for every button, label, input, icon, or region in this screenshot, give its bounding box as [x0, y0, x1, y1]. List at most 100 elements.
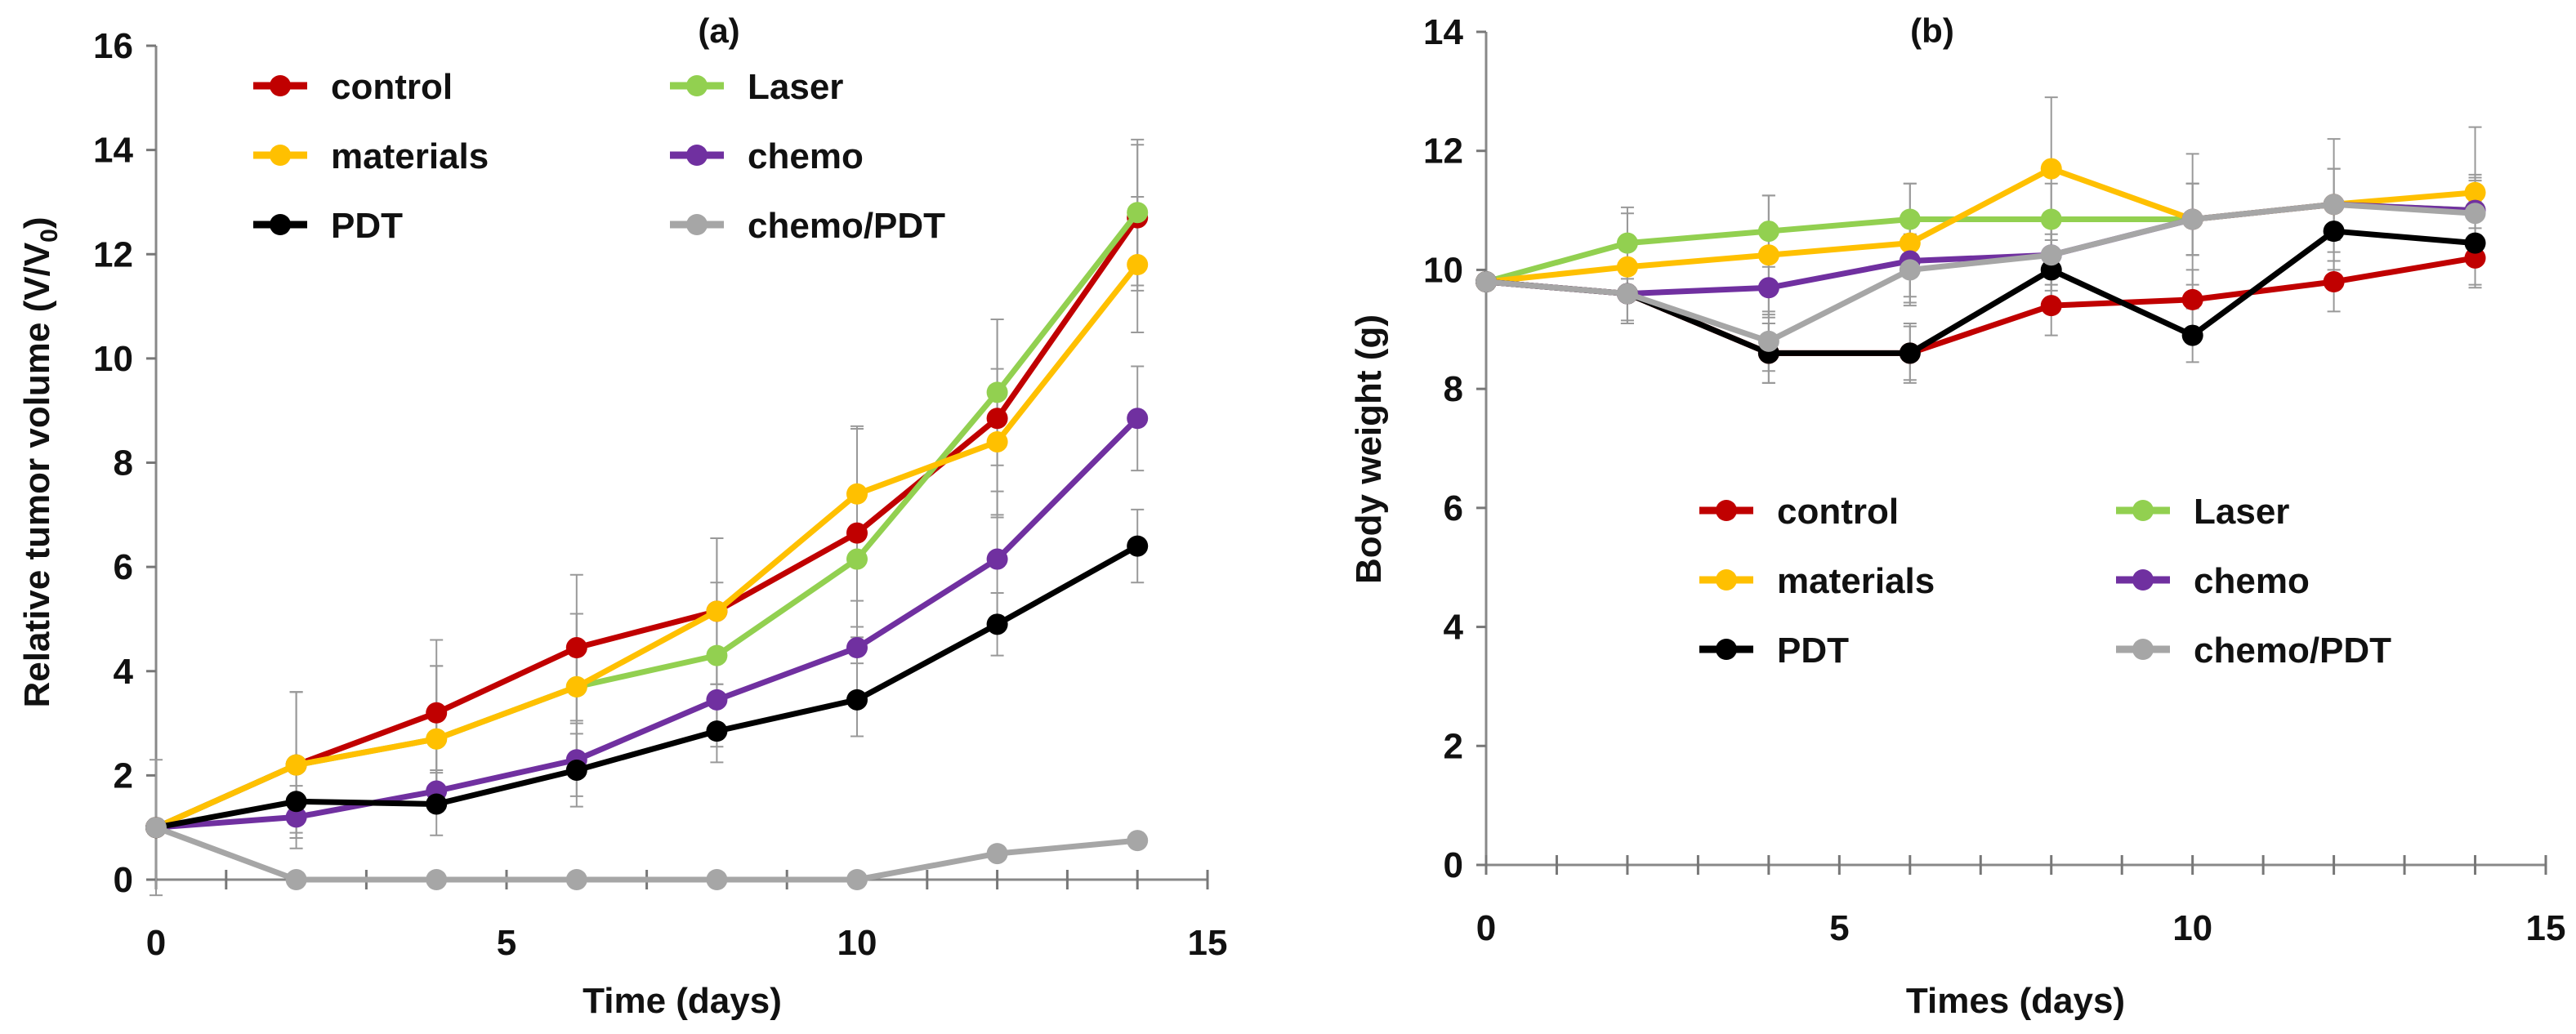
chart-a-tumor-volume: (a) Time (days) Relative tumor volume (V… — [17, 11, 1227, 1021]
chart-a-legend-marker-laser — [686, 75, 708, 96]
chart-b-legend-label-materials: materials — [1777, 561, 1935, 601]
chart-b-point-chemo-pdt — [2464, 203, 2486, 225]
chart-b-point-pdt — [2040, 259, 2062, 281]
chart-b-point-chemo-pdt — [1616, 283, 1638, 305]
chart-b-legend-marker-control — [1716, 500, 1737, 521]
chart-a-point-control — [565, 637, 587, 659]
chart-a-legend-label-chemo: chemo — [748, 136, 864, 176]
chart-b-title: (b) — [1910, 11, 1954, 50]
chart-a-legend-label-laser: Laser — [748, 67, 843, 107]
chart-a-line-control — [154, 216, 1141, 831]
chart-a-x-tick-label: 10 — [837, 923, 877, 963]
chart-b-body-weight: (b) Times (days) Body weight (g) 0 5 10 15 0… — [1349, 11, 2565, 1021]
chart-b-ylabel: Body weight (g) — [1349, 314, 1389, 584]
chart-a-point-pdt — [426, 793, 448, 815]
chart-b-y-tick-label: 2 — [1444, 726, 1463, 766]
chart-a-line-pdt — [155, 543, 1139, 831]
chart-a-point-pdt — [846, 689, 868, 711]
chart-a-point-chemo-pdt — [706, 869, 728, 890]
chart-a-point-materials — [565, 675, 587, 698]
chart-b-x-tick-label: 5 — [1829, 908, 1849, 948]
chart-a-point-pdt — [1127, 535, 1149, 557]
chart-b-point-chemo-pdt — [2323, 194, 2345, 216]
chart-b-point-pdt — [2323, 221, 2345, 243]
chart-b-legend-label-laser: Laser — [2194, 492, 2289, 532]
chart-a-y-tick-label: 10 — [93, 339, 133, 379]
chart-b-point-laser — [1757, 221, 1779, 243]
chart-b-legend-marker-chemo — [2132, 569, 2154, 591]
chart-a-point-chemo-pdt — [285, 869, 307, 890]
chart-a-ylabel-end: ) — [17, 216, 57, 229]
chart-b-x-tick-label: 15 — [2526, 908, 2566, 948]
chart-b-y-tick-label: 0 — [1444, 845, 1463, 885]
chart-b-xlabel: Times (days) — [1906, 981, 2125, 1021]
chart-b-point-materials — [1757, 244, 1779, 266]
chart-a-point-control — [846, 522, 868, 544]
chart-b-x-tick-label: 10 — [2172, 908, 2212, 948]
chart-b-point-chemo-pdt — [2181, 208, 2203, 230]
chart-a-ylabel-sub: 0 — [36, 229, 63, 243]
chart-a-point-laser — [986, 381, 1008, 403]
chart-b-point-materials — [2040, 158, 2062, 180]
chart-a-y-tick-label: 12 — [93, 234, 133, 274]
chart-a-point-pdt — [706, 720, 728, 742]
chart-a-point-chemo-pdt — [426, 869, 448, 890]
chart-a-point-pdt — [285, 791, 307, 813]
chart-b-y-tick-label: 10 — [1423, 250, 1463, 290]
chart-a-x-tick-label: 5 — [497, 923, 516, 963]
chart-a-point-chemo-pdt — [145, 817, 167, 839]
chart-a-legend-marker-materials — [270, 145, 291, 166]
chart-a-point-pdt — [565, 759, 587, 781]
chart-a-legend-marker-pdt — [270, 214, 291, 235]
chart-a-legend-label-control: control — [331, 67, 453, 107]
chart-b-point-control — [2040, 295, 2062, 317]
chart-a-point-materials — [706, 600, 728, 622]
chart-b-point-laser — [1616, 232, 1638, 254]
chart-b-point-chemo-pdt — [1899, 259, 1921, 281]
chart-b-y-tick-label: 4 — [1444, 608, 1464, 648]
chart-a-xlabel: Time (days) — [583, 981, 782, 1021]
chart-a-point-laser — [1127, 202, 1149, 224]
chart-b-point-materials — [1899, 232, 1921, 254]
chart-a-point-laser — [846, 548, 868, 570]
chart-b-y-tick-label: 6 — [1444, 488, 1463, 528]
chart-a-y-tick-label: 0 — [114, 860, 133, 900]
chart-a-point-chemo-pdt — [565, 869, 587, 890]
chart-a-point-materials — [285, 754, 307, 776]
chart-b-legend-label-pdt: PDT — [1777, 631, 1849, 671]
chart-a-y-tick-label: 14 — [93, 131, 133, 171]
chart-a-point-chemo — [706, 689, 728, 711]
chart-a-point-materials — [846, 483, 868, 505]
chart-b-point-chemo-pdt — [2040, 244, 2062, 266]
chart-a-line-materials — [154, 262, 1140, 831]
chart-a-legend-label-pdt: PDT — [331, 206, 403, 246]
chart-a-title: (a) — [698, 11, 739, 50]
chart-b-legend-marker-pdt — [1716, 639, 1737, 660]
chart-a-point-chemo-pdt — [986, 843, 1008, 865]
chart-a-point-chemo-pdt — [1127, 830, 1149, 852]
chart-a-line-chemo — [155, 416, 1140, 831]
chart-a-x-tick-label: 15 — [1188, 923, 1228, 963]
chart-b-legend-marker-chemo-pdt — [2132, 639, 2154, 660]
chart-b-legend-label-control: control — [1777, 492, 1899, 532]
chart-a-x-tick-label: 0 — [146, 923, 166, 963]
chart-b-legend-marker-materials — [1716, 569, 1737, 591]
chart-b-x-tick-label: 0 — [1476, 908, 1496, 948]
chart-a-ylabel-main: Relative tumor volume (V/V — [17, 242, 57, 707]
chart-a-point-materials — [986, 430, 1008, 452]
chart-a-point-chemo — [285, 806, 307, 828]
chart-a-point-chemo-pdt — [846, 869, 868, 890]
chart-b-point-materials — [1616, 256, 1638, 278]
chart-a-point-laser — [706, 644, 728, 666]
chart-a-legend-marker-control — [270, 75, 291, 96]
chart-a-ylabel: Relative tumor volume (V/V0) — [17, 216, 63, 707]
chart-b-point-control — [2464, 247, 2486, 269]
chart-a-y-tick-label: 2 — [114, 755, 133, 796]
chart-a-line-laser — [154, 211, 1140, 831]
chart-b-point-chemo — [1757, 277, 1779, 299]
chart-b-legend-label-chemo-pdt: chemo/PDT — [2194, 631, 2391, 671]
chart-a-y-tick-label: 8 — [114, 443, 133, 484]
chart-a-line-chemo-pdt — [154, 824, 1138, 883]
chart-b-legend-marker-laser — [2132, 500, 2154, 521]
chart-a-y-tick-label: 4 — [114, 652, 134, 692]
